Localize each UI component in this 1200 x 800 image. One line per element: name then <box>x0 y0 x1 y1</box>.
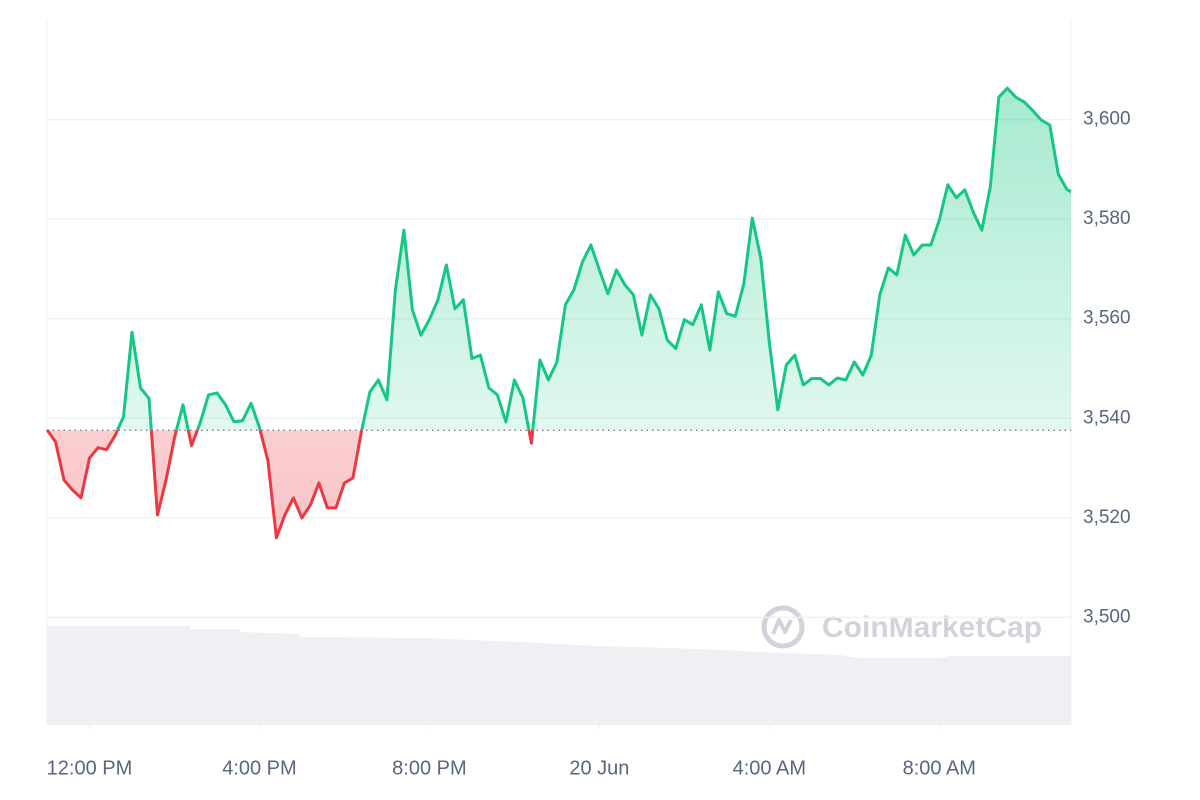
y-tick-label: 3,580 <box>1083 208 1131 229</box>
area-below <box>47 430 533 538</box>
watermark-logo <box>761 605 805 649</box>
x-tick-label: 8:00 AM <box>903 757 976 779</box>
y-tick-label: 3,500 <box>1083 606 1131 627</box>
price-line-up <box>46 86 1072 431</box>
axes: 3,500 3,520 3,540 3,560 3,580 3,600 12:00 PM 4:… <box>47 109 1131 780</box>
y-tick-label: 3,560 <box>1083 308 1131 329</box>
y-tick-label: 3,540 <box>1083 407 1131 428</box>
y-tick-label: 3,520 <box>1083 507 1131 528</box>
x-tick-label: 20 Jun <box>569 757 629 779</box>
watermark: CoinMarketCap <box>761 605 1042 649</box>
x-tick-label: 12:00 PM <box>47 757 133 779</box>
y-tick-label: 3,600 <box>1083 109 1131 130</box>
volume-backdrop <box>47 626 1071 725</box>
x-tick-label: 4:00 AM <box>733 757 806 779</box>
area-above <box>47 88 1071 431</box>
watermark-text: CoinMarketCap <box>822 611 1042 644</box>
plot <box>45 86 1072 540</box>
x-tick-label: 4:00 PM <box>222 757 296 779</box>
x-tick-label: 8:00 PM <box>392 757 466 779</box>
watermark-logo-mark <box>771 618 793 635</box>
